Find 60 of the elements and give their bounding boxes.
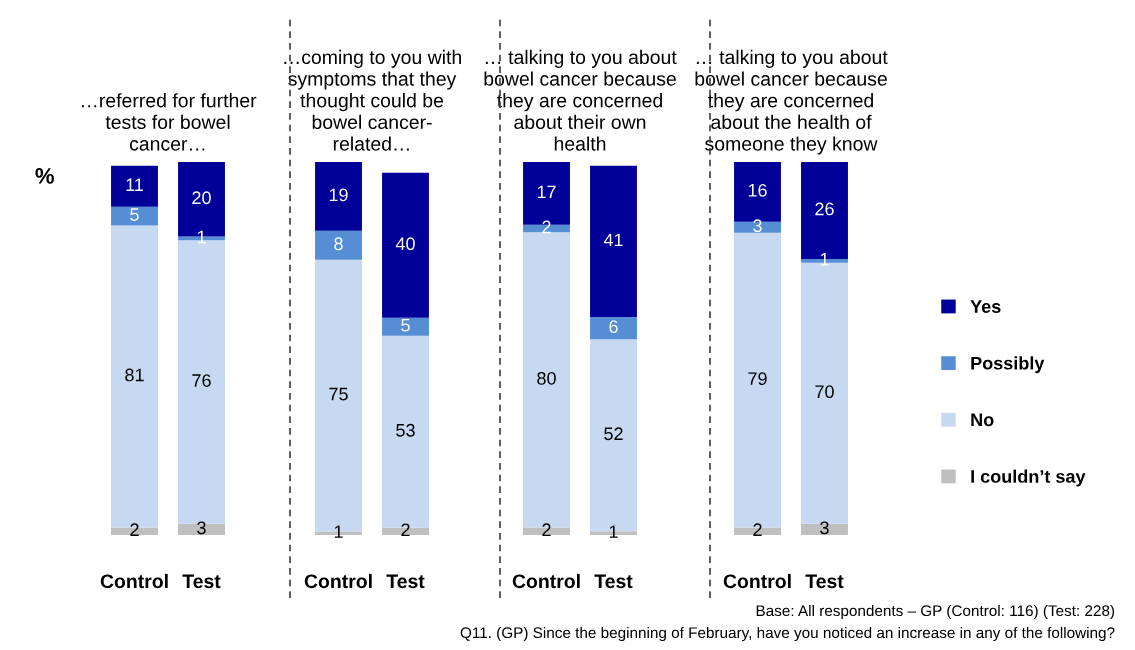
text: Base: All respondents – GP (Control: 116) (Test: 228): [756, 604, 1115, 620]
data-label: 5: [130, 208, 139, 221]
data-label: 53: [396, 423, 415, 437]
data-label: 5: [401, 319, 410, 332]
bar: [382, 317, 429, 336]
data-label: 8: [334, 237, 343, 251]
bar: [590, 165, 637, 318]
data-label: 40: [395, 237, 415, 251]
x-tick-label: Test: [182, 574, 221, 589]
bar: [801, 523, 848, 535]
x-tick-label: Test: [386, 574, 425, 589]
data-label: 2: [130, 523, 139, 536]
y-axis-title: %: [35, 168, 55, 184]
data-label: 2: [542, 220, 551, 234]
x-tick-label: Control: [512, 573, 580, 589]
bar: [382, 172, 429, 318]
bar: [178, 523, 225, 535]
data-label: 1: [334, 525, 343, 538]
data-label: 80: [537, 371, 556, 385]
bar: [315, 162, 362, 231]
data-label: 2: [542, 523, 551, 536]
chart-title: … talking to you about bowel cancer because they are concerned about the health of someone they know: [695, 49, 888, 155]
chart-title: … talking to you about bowel cancer because they are concerned about their own health: [484, 49, 677, 151]
legend-label: Possibly: [971, 356, 1045, 374]
data-label: 79: [748, 372, 767, 386]
legend-label: Yes: [970, 300, 1001, 313]
data-label: 3: [820, 521, 829, 535]
data-label: 11: [126, 178, 143, 191]
data-label: 2: [401, 523, 410, 537]
data-label: 76: [192, 374, 211, 387]
data-label: 70: [815, 385, 834, 399]
bar: [315, 230, 362, 260]
data-label: 17: [537, 185, 556, 199]
chart-title: …coming to you with symptoms that they thought could be bowel cancer- related…: [284, 49, 461, 151]
bar: [111, 206, 158, 226]
data-label: 81: [125, 368, 144, 382]
legend-label: I couldn’t say: [971, 469, 1086, 487]
data-label: 1: [609, 525, 618, 538]
bar: [590, 317, 637, 340]
data-label: 3: [197, 521, 206, 535]
data-label: 16: [748, 183, 767, 197]
data-label: 20: [192, 191, 211, 205]
x-tick-label: Control: [100, 573, 168, 589]
data-label: 52: [604, 427, 623, 441]
data-label: 41: [603, 233, 623, 247]
bar: [734, 221, 781, 233]
x-tick-label: Control: [304, 573, 372, 589]
data-label: 19: [329, 188, 348, 202]
data-label: 75: [329, 387, 348, 401]
x-tick-label: Test: [805, 574, 844, 589]
x-tick-label: Test: [594, 574, 633, 589]
text: Q11. (GP) Since the beginning of February, have you noticed an increase in any of the following?: [460, 626, 1115, 642]
chart-title: …referred for further tests for bowel cancer…: [82, 93, 257, 151]
x-tick-label: Control: [723, 573, 791, 589]
legend-label: No: [971, 413, 994, 427]
data-label: 6: [609, 320, 618, 334]
data-label: 26: [815, 202, 834, 216]
data-label: 2: [753, 523, 762, 536]
data-label: 3: [753, 219, 762, 233]
bar: [111, 165, 158, 207]
